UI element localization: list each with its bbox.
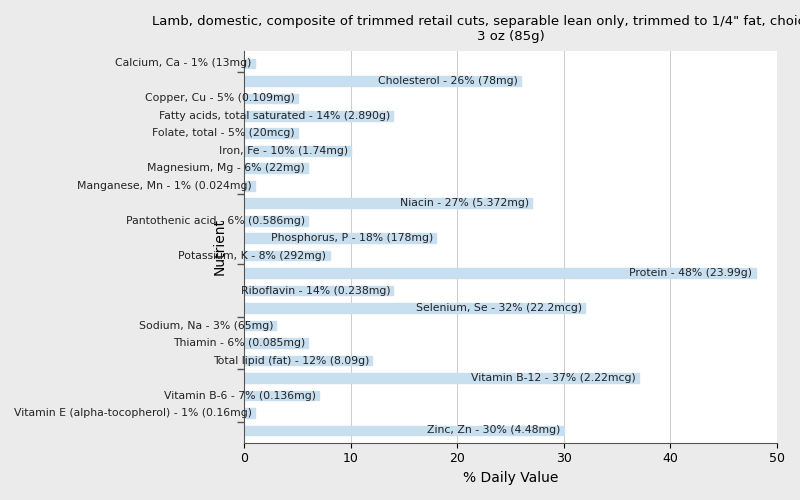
Text: Riboflavin - 14% (0.238mg): Riboflavin - 14% (0.238mg): [241, 286, 390, 296]
Bar: [244, 268, 756, 278]
X-axis label: % Daily Value: % Daily Value: [463, 471, 558, 485]
Text: Total lipid (fat) - 12% (8.09g): Total lipid (fat) - 12% (8.09g): [213, 356, 369, 366]
Bar: [244, 390, 319, 400]
Bar: [244, 338, 308, 348]
Y-axis label: Nutrient: Nutrient: [213, 218, 227, 276]
Text: Fatty acids, total saturated - 14% (2.890g): Fatty acids, total saturated - 14% (2.89…: [159, 111, 390, 121]
Bar: [244, 58, 255, 68]
Text: Niacin - 27% (5.372mg): Niacin - 27% (5.372mg): [400, 198, 529, 208]
Text: Pantothenic acid - 6% (0.586mg): Pantothenic acid - 6% (0.586mg): [126, 216, 305, 226]
Bar: [244, 321, 276, 330]
Bar: [244, 216, 308, 226]
Text: Copper, Cu - 5% (0.109mg): Copper, Cu - 5% (0.109mg): [145, 94, 294, 104]
Text: Phosphorus, P - 18% (178mg): Phosphorus, P - 18% (178mg): [270, 233, 433, 243]
Bar: [244, 198, 532, 208]
Bar: [244, 304, 586, 313]
Text: Vitamin B-6 - 7% (0.136mg): Vitamin B-6 - 7% (0.136mg): [164, 390, 316, 400]
Bar: [244, 146, 351, 156]
Title: Lamb, domestic, composite of trimmed retail cuts, separable lean only, trimmed t: Lamb, domestic, composite of trimmed ret…: [152, 15, 800, 43]
Bar: [244, 251, 330, 260]
Bar: [244, 128, 298, 138]
Bar: [244, 181, 255, 190]
Bar: [244, 234, 436, 243]
Text: Potassium, K - 8% (292mg): Potassium, K - 8% (292mg): [178, 250, 326, 260]
Bar: [244, 111, 394, 120]
Text: Selenium, Se - 32% (22.2mcg): Selenium, Se - 32% (22.2mcg): [416, 303, 582, 313]
Text: Iron, Fe - 10% (1.74mg): Iron, Fe - 10% (1.74mg): [218, 146, 348, 156]
Bar: [244, 94, 298, 103]
Text: Thiamin - 6% (0.085mg): Thiamin - 6% (0.085mg): [173, 338, 305, 348]
Bar: [244, 286, 394, 296]
Text: Cholesterol - 26% (78mg): Cholesterol - 26% (78mg): [378, 76, 518, 86]
Text: Vitamin B-12 - 37% (2.22mcg): Vitamin B-12 - 37% (2.22mcg): [470, 373, 635, 383]
Bar: [244, 373, 638, 383]
Text: Protein - 48% (23.99g): Protein - 48% (23.99g): [630, 268, 753, 278]
Text: Zinc, Zn - 30% (4.48mg): Zinc, Zn - 30% (4.48mg): [427, 426, 561, 436]
Text: Sodium, Na - 3% (65mg): Sodium, Na - 3% (65mg): [138, 320, 273, 330]
Bar: [244, 426, 564, 436]
Text: Magnesium, Mg - 6% (22mg): Magnesium, Mg - 6% (22mg): [147, 163, 305, 173]
Bar: [244, 164, 308, 173]
Bar: [244, 408, 255, 418]
Bar: [244, 356, 372, 366]
Text: Manganese, Mn - 1% (0.024mg): Manganese, Mn - 1% (0.024mg): [77, 180, 252, 190]
Text: Vitamin E (alpha-tocopherol) - 1% (0.16mg): Vitamin E (alpha-tocopherol) - 1% (0.16m…: [14, 408, 252, 418]
Text: Calcium, Ca - 1% (13mg): Calcium, Ca - 1% (13mg): [115, 58, 252, 68]
Text: Folate, total - 5% (20mcg): Folate, total - 5% (20mcg): [152, 128, 294, 138]
Bar: [244, 76, 522, 86]
